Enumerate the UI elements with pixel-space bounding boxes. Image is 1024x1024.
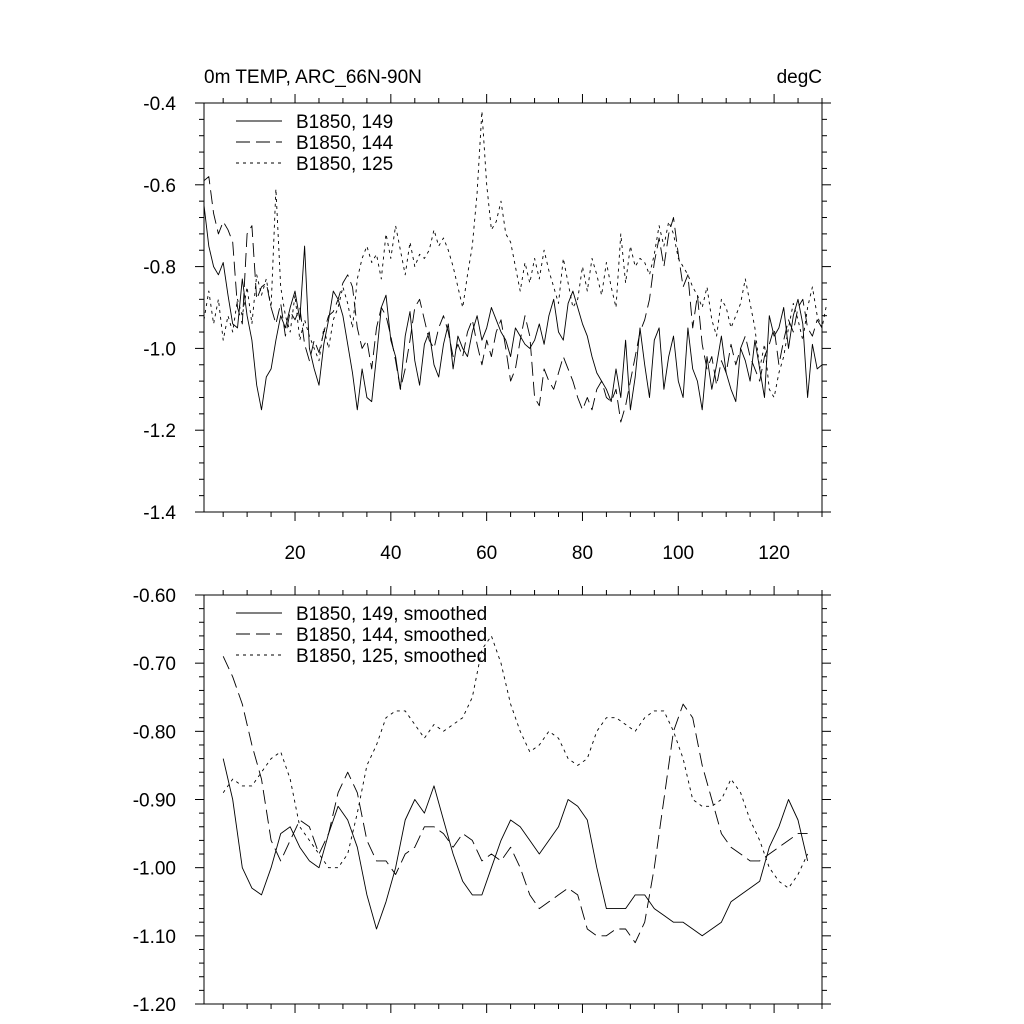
top-chart-title: 0m TEMP, ARC_66N-90N <box>204 67 422 88</box>
top-legend-label-3: B1850, 125 <box>296 154 393 175</box>
top-series-line-1 <box>203 205 823 411</box>
top-y-tick-label: -1.2 <box>143 421 176 442</box>
bottom-series-line-3 <box>222 635 809 889</box>
bottom-legend-label-3: B1850, 125, smoothed <box>296 646 487 667</box>
top-x-tick-label: 60 <box>476 543 497 564</box>
top-y-tick-label: -0.6 <box>143 176 176 197</box>
top-plot-frame <box>203 102 823 513</box>
top-y-tick-label: -1.0 <box>143 339 176 360</box>
bottom-legend-label-1: B1850, 149, smoothed <box>296 604 487 625</box>
top-x-tick-label: 20 <box>284 543 305 564</box>
bottom-y-tick-label: -0.60 <box>133 586 176 607</box>
bottom-legend-label-2: B1850, 144, smoothed <box>296 625 487 646</box>
top-chart-units: degC <box>777 67 822 88</box>
top-series-line-2 <box>203 176 823 423</box>
bottom-chart-panel: -1.20 -1.10 -1.00 -0.90 -0.80 -0.70 -0.60 B1850… <box>133 586 831 1016</box>
top-x-tick-label: 40 <box>380 543 401 564</box>
top-y-tick-label: -0.8 <box>143 258 176 279</box>
bottom-y-tick-label: -1.20 <box>133 995 176 1016</box>
top-legend-label-2: B1850, 144 <box>296 133 394 154</box>
bottom-y-tick-label: -1.00 <box>133 859 176 880</box>
bottom-series-line-1 <box>222 758 809 937</box>
top-legend-label-1: B1850, 149 <box>296 112 393 133</box>
top-chart-panel: -1.4 -1.2 -1.0 -0.8 -0.6 -0.4 20 40 60 80 100 120 B1… <box>143 94 831 564</box>
top-y-tick-label: -0.4 <box>143 94 176 115</box>
bottom-y-tick-label: -0.70 <box>133 654 176 675</box>
bottom-y-tick-label: -0.80 <box>133 722 176 743</box>
top-y-tick-label: -1.4 <box>143 503 176 524</box>
top-x-tick-label: 100 <box>662 543 694 564</box>
top-x-tick-label: 120 <box>758 543 790 564</box>
bottom-series-line-2 <box>222 656 808 944</box>
bottom-y-tick-label: -0.90 <box>133 791 176 812</box>
bottom-y-tick-label: -1.10 <box>133 927 176 948</box>
top-x-tick-label: 80 <box>572 543 593 564</box>
